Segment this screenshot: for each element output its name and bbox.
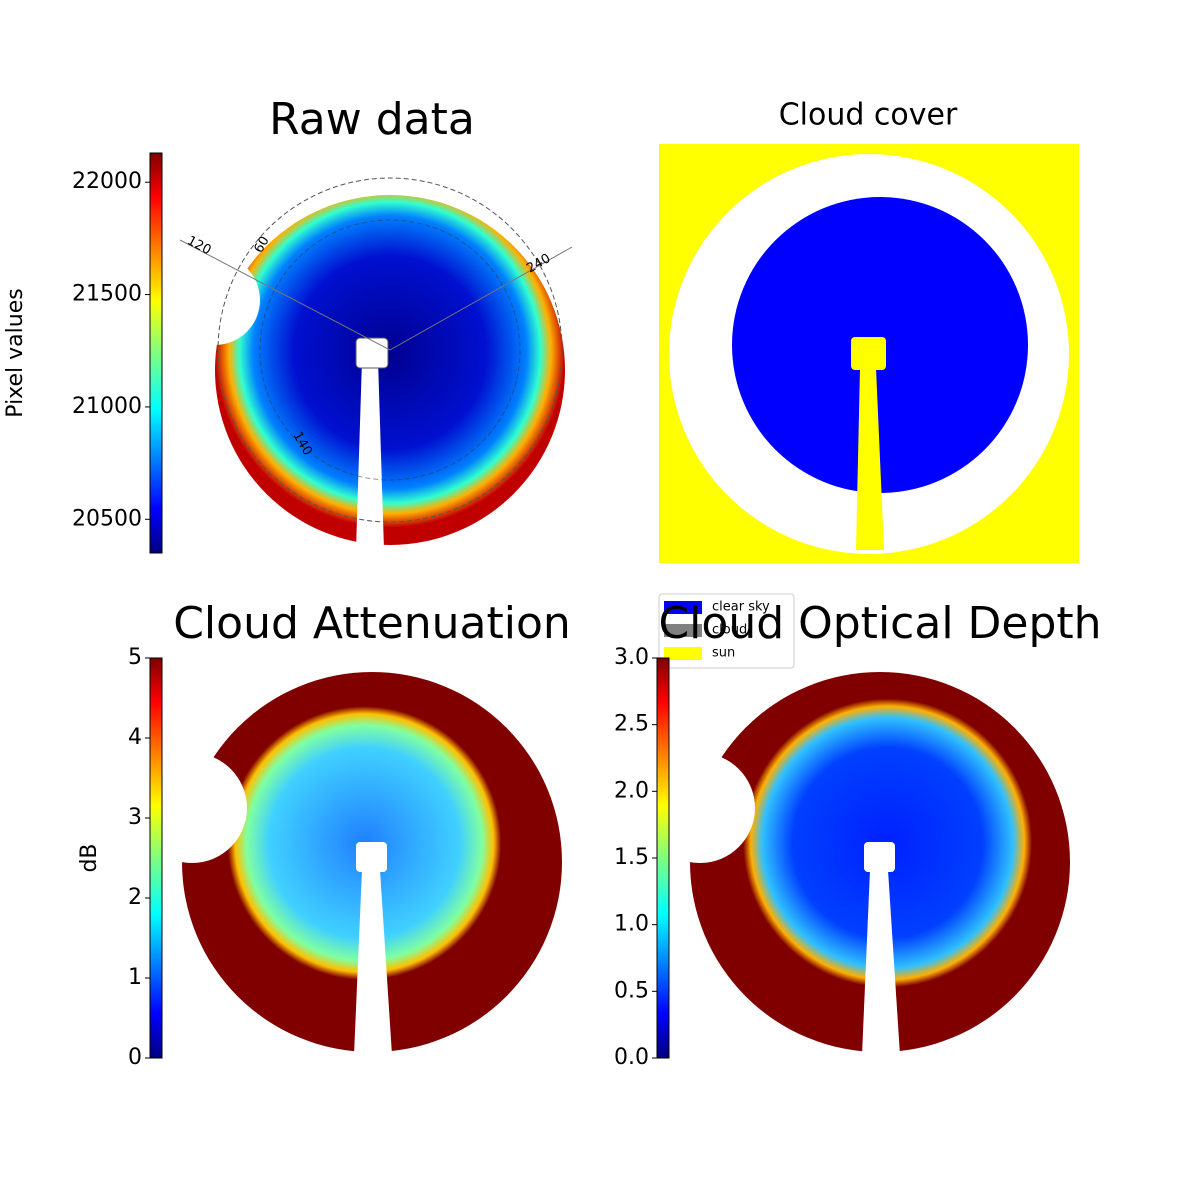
- polar-label: 60: [252, 234, 273, 256]
- polar-label: 120: [184, 233, 213, 258]
- panel-title: Cloud cover: [779, 98, 958, 133]
- colorbar-tick-label: 2.5: [614, 712, 649, 737]
- colorbar-tick-label: 0.5: [614, 978, 649, 1003]
- colorbar: [149, 152, 163, 554]
- legend-swatch: [664, 601, 702, 614]
- colorbar-tick-label: 22000: [72, 169, 142, 194]
- legend-label: cloud: [712, 623, 747, 638]
- raw-image: 120 60 240 140: [170, 177, 573, 550]
- legend-swatch: [664, 647, 702, 660]
- colorbar-label: Pixel values: [3, 288, 28, 417]
- optical-depth-image: [645, 672, 1070, 1055]
- colorbar-tick-label: 20500: [72, 506, 142, 531]
- colorbar-tick-label: 0: [128, 1045, 142, 1070]
- cloud-cover-image: [659, 144, 1079, 563]
- colorbar-tick-label: 1.0: [614, 912, 649, 937]
- legend-label: clear sky: [712, 600, 770, 615]
- colorbar-tick-label: 21500: [72, 282, 142, 307]
- attenuation-image: [137, 672, 562, 1055]
- colorbar-label: dB: [77, 843, 102, 872]
- colorbar-tick-label: 4: [128, 725, 142, 750]
- panel-title: Cloud Optical Depth: [658, 598, 1101, 649]
- panel-title: Raw data: [269, 94, 475, 145]
- legend-swatch: [664, 624, 702, 637]
- colorbar-tick-label: 1.5: [614, 845, 649, 870]
- panel-title: Cloud Attenuation: [173, 598, 571, 649]
- polar-label: 240: [524, 251, 553, 276]
- colorbar-tick-label: 1: [128, 965, 142, 990]
- colorbar: [149, 657, 163, 1059]
- colorbar-tick-label: 2: [128, 885, 142, 910]
- colorbar-tick-label: 3: [128, 805, 142, 830]
- colorbar-tick-label: 0.0: [614, 1045, 649, 1070]
- colorbar-tick-label: 3.0: [614, 645, 649, 670]
- legend-label: sun: [712, 646, 735, 661]
- colorbar: [656, 657, 670, 1059]
- colorbar-tick-label: 5: [128, 645, 142, 670]
- colorbar-tick-label: 21000: [72, 394, 142, 419]
- colorbar-tick-label: 2.0: [614, 778, 649, 803]
